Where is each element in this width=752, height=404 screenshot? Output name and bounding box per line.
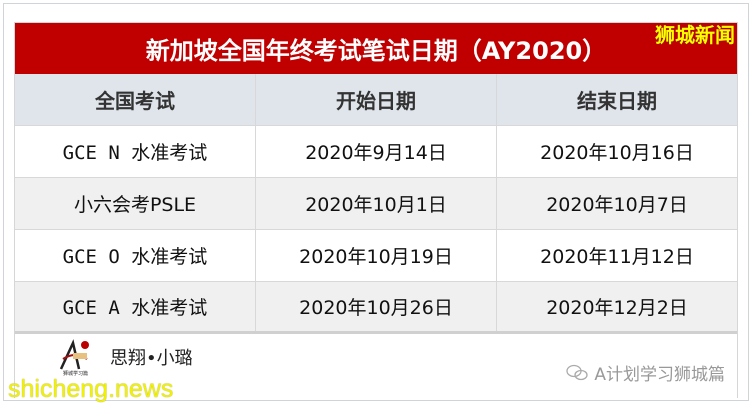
exam-name: GCE A 水准考试 bbox=[15, 282, 256, 331]
table-row: GCE N 水准考试 2020年9月14日 2020年10月16日 bbox=[15, 126, 737, 178]
start-date: 2020年10月19日 bbox=[256, 230, 497, 281]
end-date: 2020年10月16日 bbox=[540, 142, 694, 164]
title-text: 新加坡全国年终考试笔试日期（AY2020） bbox=[145, 37, 607, 65]
end-date: 2020年11月12日 bbox=[540, 246, 694, 268]
wechat-account: A计划学习狮城篇 bbox=[566, 360, 725, 385]
signature: 思翔•小璐 bbox=[110, 348, 193, 369]
end-date: 2020年10月7日 bbox=[546, 194, 688, 216]
footer: 狮城学习篇 思翔•小璐 A计划学习狮城篇 bbox=[15, 338, 737, 398]
brand-watermark: 狮城新闻 bbox=[655, 23, 735, 47]
exam-name: GCE N 水准考试 bbox=[15, 126, 256, 177]
end-date: 2020年12月2日 bbox=[546, 297, 688, 319]
wechat-account-name: A计划学习狮城篇 bbox=[594, 365, 725, 385]
header-exam: 全国考试 bbox=[15, 74, 256, 125]
logo-text: 狮城学习篇 bbox=[63, 370, 88, 377]
table-title: 新加坡全国年终考试笔试日期（AY2020） 狮城新闻 bbox=[15, 23, 737, 74]
exam-dates-table: 新加坡全国年终考试笔试日期（AY2020） 狮城新闻 全国考试 开始日期 结束日… bbox=[14, 22, 738, 398]
site-watermark: shicheng.news bbox=[8, 375, 174, 403]
table-row: GCE A 水准考试 2020年10月26日 2020年12月2日 bbox=[15, 282, 737, 334]
start-date: 2020年9月14日 bbox=[256, 126, 497, 177]
header-row: 全国考试 开始日期 结束日期 bbox=[15, 74, 737, 126]
exam-name: GCE O 水准考试 bbox=[15, 230, 256, 281]
start-date: 2020年10月26日 bbox=[256, 282, 497, 331]
table-row: GCE O 水准考试 2020年10月19日 2020年11月12日 bbox=[15, 230, 737, 282]
logo-icon: 狮城学习篇 bbox=[59, 339, 89, 377]
exam-name: 小六会考PSLE bbox=[15, 178, 256, 229]
table-row: 小六会考PSLE 2020年10月1日 2020年10月7日 bbox=[15, 178, 737, 230]
header-start: 开始日期 bbox=[256, 74, 497, 125]
start-date: 2020年10月1日 bbox=[256, 178, 497, 229]
header-end: 结束日期 bbox=[577, 89, 657, 113]
wechat-icon bbox=[566, 364, 589, 380]
image-frame bbox=[3, 3, 749, 401]
